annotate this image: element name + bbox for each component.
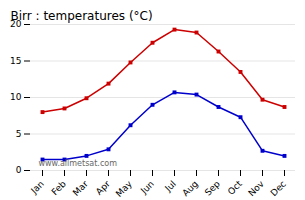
svg-text:Birr : temperatures (°C): Birr : temperatures (°C): [11, 9, 153, 23]
svg-text:Apr: Apr: [94, 179, 112, 197]
svg-text:Mar: Mar: [71, 178, 90, 197]
svg-text:Sep: Sep: [203, 179, 222, 198]
svg-text:Jan: Jan: [28, 179, 46, 197]
svg-text:www.allmetsat.com: www.allmetsat.com: [39, 159, 118, 168]
svg-text:5: 5: [16, 129, 22, 139]
svg-text:May: May: [114, 178, 135, 199]
svg-text:10: 10: [10, 92, 22, 102]
svg-text:20: 20: [10, 19, 22, 30]
svg-text:Dec: Dec: [269, 179, 288, 198]
svg-text:Aug: Aug: [180, 179, 200, 199]
svg-text:Oct: Oct: [226, 178, 244, 196]
svg-text:0: 0: [16, 165, 22, 175]
svg-text:Jul: Jul: [162, 179, 177, 194]
svg-text:15: 15: [10, 56, 21, 66]
svg-text:Nov: Nov: [246, 178, 266, 198]
svg-text:Feb: Feb: [50, 179, 69, 198]
svg-text:Jun: Jun: [138, 179, 156, 197]
